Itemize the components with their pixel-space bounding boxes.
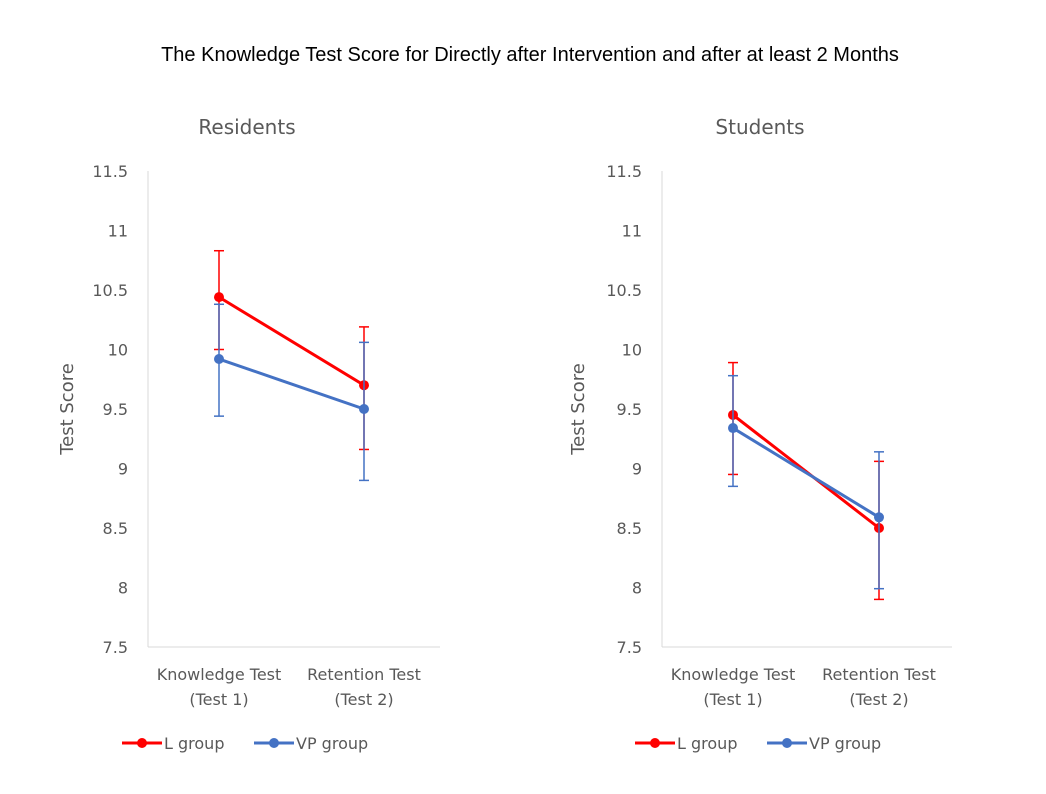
legend-marker (269, 738, 279, 748)
legend-marker (650, 738, 660, 748)
legend-label: VP group (809, 734, 881, 753)
x-tick-label: Retention Test (307, 665, 421, 684)
legend-marker (137, 738, 147, 748)
x-tick-label: (Test 1) (703, 690, 762, 709)
figure-title: The Knowledge Test Score for Directly af… (161, 44, 899, 66)
y-axis-label: Test Score (57, 363, 78, 456)
y-tick-label: 8 (632, 579, 642, 598)
x-tick-label: Knowledge Test (157, 665, 282, 684)
legend-label: L group (677, 734, 737, 753)
y-tick-label: 9.5 (617, 400, 642, 419)
legend-label: VP group (296, 734, 368, 753)
y-tick-label: 11.5 (92, 162, 128, 181)
legend: L group VP group (122, 734, 368, 753)
chart-panel-residents: Residents 11.5 11 10.5 10 9.5 9 8.5 8 7.5 Test Sco… (57, 115, 440, 753)
legend-marker (782, 738, 792, 748)
x-tick-label: Retention Test (822, 665, 936, 684)
y-tick-label: 9 (118, 460, 128, 479)
x-tick-label: Knowledge Test (671, 665, 796, 684)
data-point (359, 404, 369, 414)
series-vp-group (214, 303, 369, 482)
y-tick-label: 8.5 (617, 519, 642, 538)
chart-panels: Residents 11.5 11 10.5 10 9.5 9 8.5 8 7.5 Test Sco… (57, 115, 952, 753)
y-tick-label: 7.5 (103, 638, 128, 657)
y-tick-label: 10.5 (606, 281, 642, 300)
y-axis-label: Test Score (568, 363, 589, 456)
y-tick-label: 11 (622, 222, 642, 241)
data-point (214, 292, 224, 303)
x-tick-label: (Test 2) (849, 690, 908, 709)
data-point (214, 354, 224, 365)
y-tick-label: 9 (632, 460, 642, 479)
y-tick-label: 11.5 (606, 162, 642, 181)
y-tick-label: 10 (622, 341, 642, 360)
x-tick-label: (Test 2) (334, 690, 393, 709)
y-tick-label: 9.5 (103, 400, 128, 419)
y-tick-label: 10.5 (92, 281, 128, 300)
y-tick-label: 10 (108, 341, 128, 360)
legend: L group VP group (635, 734, 881, 753)
y-tick-label: 7.5 (617, 638, 642, 657)
series-l-group (214, 249, 369, 451)
series-line (218, 357, 365, 411)
series-vp-group (728, 374, 884, 590)
panel-title: Students (715, 115, 804, 139)
y-tick-label: 11 (108, 222, 128, 241)
chart-panel-students: Students 11.5 11 10.5 10 9.5 9 8.5 8 7.5 Test Scor… (568, 115, 952, 753)
y-tick-label: 8 (118, 579, 128, 598)
series-line (218, 295, 365, 387)
legend-label: L group (164, 734, 224, 753)
x-tick-label: (Test 1) (189, 690, 248, 709)
series-line (732, 426, 880, 519)
panel-title: Residents (198, 115, 295, 139)
data-point (728, 423, 738, 434)
y-tick-label: 8.5 (103, 519, 128, 538)
data-point (874, 512, 884, 523)
series-l-group (728, 361, 884, 601)
